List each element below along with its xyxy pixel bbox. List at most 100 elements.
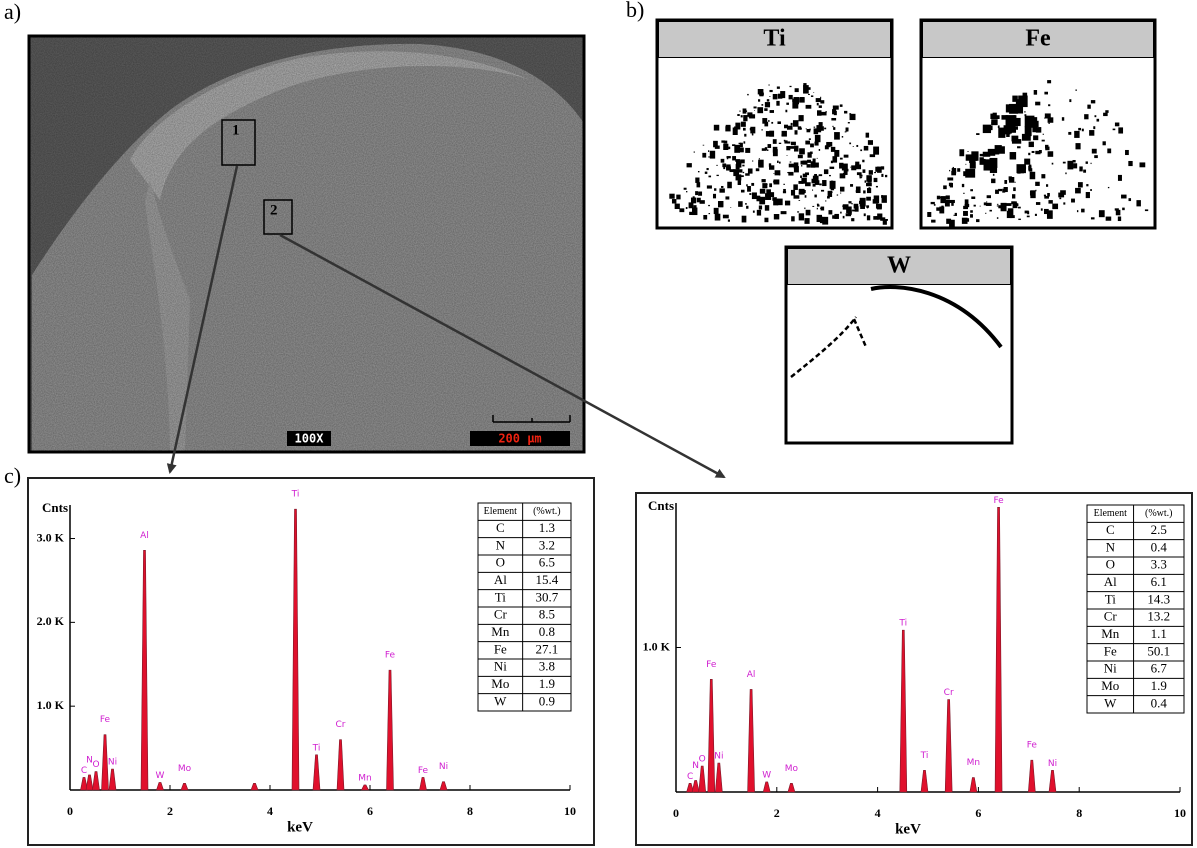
map-speck: [885, 175, 887, 177]
map-speck: [824, 169, 828, 174]
map-speck: [1041, 208, 1043, 210]
table-header: (%wt.): [533, 506, 561, 517]
map-speck: [1145, 209, 1148, 211]
map-speck: [727, 157, 728, 159]
peak-label: Cr: [944, 688, 954, 698]
map-speck: [1024, 111, 1026, 112]
map-speck: [874, 172, 876, 173]
map-speck: [1041, 174, 1045, 178]
map-speck: [822, 217, 828, 225]
map-speck: [1024, 159, 1030, 165]
map-speck: [694, 152, 695, 153]
map-speck: [834, 132, 840, 140]
maps: TiFeW: [657, 20, 1155, 443]
map-speck: [870, 154, 875, 157]
map-speck: [985, 213, 986, 214]
region-label: 2: [270, 202, 278, 218]
map-speck: [1115, 123, 1119, 127]
table-cell: N: [1106, 539, 1116, 554]
map-speck: [1029, 142, 1034, 147]
map-speck: [866, 183, 872, 186]
map-speck: [768, 144, 772, 148]
map-speck: [725, 126, 730, 131]
map-speck: [848, 210, 852, 215]
map-speck: [1082, 129, 1084, 132]
map-speck: [754, 110, 755, 111]
table-cell: 27.1: [535, 641, 558, 656]
y-axis-label: Cnts: [648, 498, 674, 513]
map-speck: [1052, 204, 1058, 210]
map-speck: [1030, 191, 1035, 196]
map-speck: [787, 126, 793, 130]
map-speck: [819, 183, 821, 185]
map-speck: [1002, 189, 1005, 193]
map-speck: [726, 166, 731, 170]
peak-label: Ni: [714, 752, 723, 762]
map-speck: [714, 125, 719, 131]
map-speck: [798, 126, 801, 129]
map-speck: [965, 199, 969, 204]
map-speck: [672, 199, 676, 203]
map-speck: [765, 147, 767, 150]
map-speck: [1093, 126, 1095, 129]
map-speck: [864, 213, 866, 216]
peak: [900, 630, 907, 792]
map-speck: [773, 147, 778, 153]
x-tick-label: 10: [564, 804, 576, 818]
map-speck: [749, 193, 751, 195]
map-speck: [970, 214, 973, 217]
table-cell: 0.9: [539, 693, 555, 708]
map-speck: [850, 117, 852, 118]
map-speck: [708, 150, 709, 152]
map-speck: [721, 186, 723, 188]
y-axis-label: Cnts: [42, 500, 68, 515]
peak: [715, 763, 722, 792]
map-speck: [1034, 137, 1038, 139]
map-speck: [1047, 80, 1051, 83]
map-speck: [1083, 170, 1086, 173]
map-speck: [995, 161, 997, 162]
map-speck: [1018, 207, 1021, 209]
map-speck: [1087, 105, 1090, 109]
table-cell: 30.7: [535, 589, 558, 604]
map-speck: [777, 161, 779, 163]
map-speck: [876, 204, 882, 209]
map-speck: [806, 210, 811, 216]
peak: [420, 777, 427, 790]
map-speck: [806, 128, 807, 129]
map-speck: [773, 139, 777, 144]
peak-label: W: [762, 770, 771, 780]
map-speck: [855, 164, 861, 169]
map-speck: [1018, 219, 1021, 220]
map-speck: [950, 183, 953, 188]
map-speck: [743, 115, 747, 121]
map-speck: [744, 134, 746, 137]
table-cell: 2.5: [1151, 522, 1167, 537]
map-speck: [754, 106, 757, 108]
map-speck: [1016, 201, 1017, 203]
map-speck: [963, 211, 968, 216]
map-speck: [770, 110, 774, 113]
map-speck: [817, 103, 819, 106]
map-speck: [1035, 182, 1040, 186]
map-speck: [1039, 150, 1042, 153]
map-speck: [832, 150, 833, 151]
map-speck: [698, 171, 700, 172]
map-speck: [1015, 182, 1016, 183]
map-speck: [713, 141, 718, 147]
map-speck: [807, 164, 811, 167]
map-speck: [767, 99, 769, 101]
map-speck: [734, 145, 740, 153]
map-speck: [1012, 96, 1017, 102]
map-speck: [830, 167, 835, 169]
map-speck: [1006, 203, 1012, 206]
map-speck: [706, 168, 708, 170]
x-tick-label: 10: [1174, 806, 1186, 820]
map-speck: [752, 161, 753, 162]
map-speck: [759, 158, 760, 159]
table-cell: 1.9: [539, 676, 555, 691]
map-speck: [1063, 202, 1065, 204]
map-speck: [738, 180, 741, 185]
map-speck: [816, 133, 817, 134]
map-speck: [815, 180, 820, 185]
